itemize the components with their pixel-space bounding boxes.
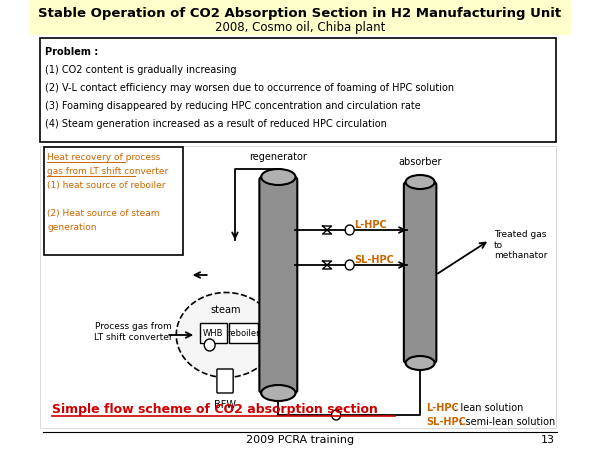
Text: WHB: WHB — [203, 328, 224, 338]
Text: (1) CO2 content is gradually increasing: (1) CO2 content is gradually increasing — [46, 65, 237, 75]
Text: BFW: BFW — [214, 400, 236, 410]
Text: Treated gas
to
methanator: Treated gas to methanator — [494, 230, 548, 260]
Ellipse shape — [176, 292, 275, 378]
Circle shape — [204, 339, 215, 351]
FancyBboxPatch shape — [40, 146, 556, 428]
Text: reboiler: reboiler — [227, 328, 259, 338]
Text: L-HPC: L-HPC — [354, 220, 387, 230]
Text: 2008, Cosmo oil, Chiba plant: 2008, Cosmo oil, Chiba plant — [215, 21, 385, 33]
Text: regenerator: regenerator — [250, 152, 307, 162]
Text: Process gas from
LT shift converter: Process gas from LT shift converter — [94, 322, 172, 342]
Circle shape — [345, 260, 354, 270]
Text: absorber: absorber — [398, 157, 442, 167]
Ellipse shape — [406, 175, 434, 189]
Text: 2009 PCRA training: 2009 PCRA training — [246, 435, 354, 445]
Text: gas from LT shift converter: gas from LT shift converter — [47, 167, 169, 176]
FancyBboxPatch shape — [217, 369, 233, 393]
Text: 13: 13 — [541, 435, 554, 445]
Ellipse shape — [261, 169, 295, 185]
Text: steam: steam — [211, 305, 241, 315]
FancyBboxPatch shape — [29, 0, 571, 35]
Text: : semi-lean solution: : semi-lean solution — [456, 417, 556, 427]
Text: SL-HPC: SL-HPC — [427, 417, 466, 427]
FancyBboxPatch shape — [259, 177, 297, 393]
Text: : lean solution: : lean solution — [451, 403, 524, 413]
Text: generation: generation — [47, 223, 97, 232]
Text: Stable Operation of CO2 Absorption Section in H2 Manufacturing Unit: Stable Operation of CO2 Absorption Secti… — [38, 6, 562, 19]
Text: (2) Heat source of steam: (2) Heat source of steam — [47, 209, 160, 218]
Text: L-HPC: L-HPC — [427, 403, 459, 413]
Circle shape — [345, 225, 354, 235]
FancyBboxPatch shape — [40, 38, 556, 142]
Text: Heat recovery of process: Heat recovery of process — [47, 153, 160, 162]
Ellipse shape — [261, 385, 295, 401]
FancyBboxPatch shape — [44, 147, 184, 255]
Circle shape — [332, 410, 341, 420]
Text: (4) Steam generation increased as a result of reduced HPC circulation: (4) Steam generation increased as a resu… — [46, 119, 387, 129]
FancyBboxPatch shape — [404, 182, 436, 363]
Text: (1) heat source of reboiler: (1) heat source of reboiler — [47, 181, 166, 190]
Text: SL-HPC: SL-HPC — [354, 255, 394, 265]
Text: Problem :: Problem : — [46, 47, 98, 57]
FancyBboxPatch shape — [229, 323, 257, 343]
FancyBboxPatch shape — [200, 323, 227, 343]
Text: (2) V-L contact efficiency may worsen due to occurrence of foaming of HPC soluti: (2) V-L contact efficiency may worsen du… — [46, 83, 454, 93]
Text: (3) Foaming disappeared by reducing HPC concentration and circulation rate: (3) Foaming disappeared by reducing HPC … — [46, 101, 421, 111]
Text: Simple flow scheme of CO2 absorption section: Simple flow scheme of CO2 absorption sec… — [52, 404, 377, 417]
Ellipse shape — [406, 356, 434, 370]
